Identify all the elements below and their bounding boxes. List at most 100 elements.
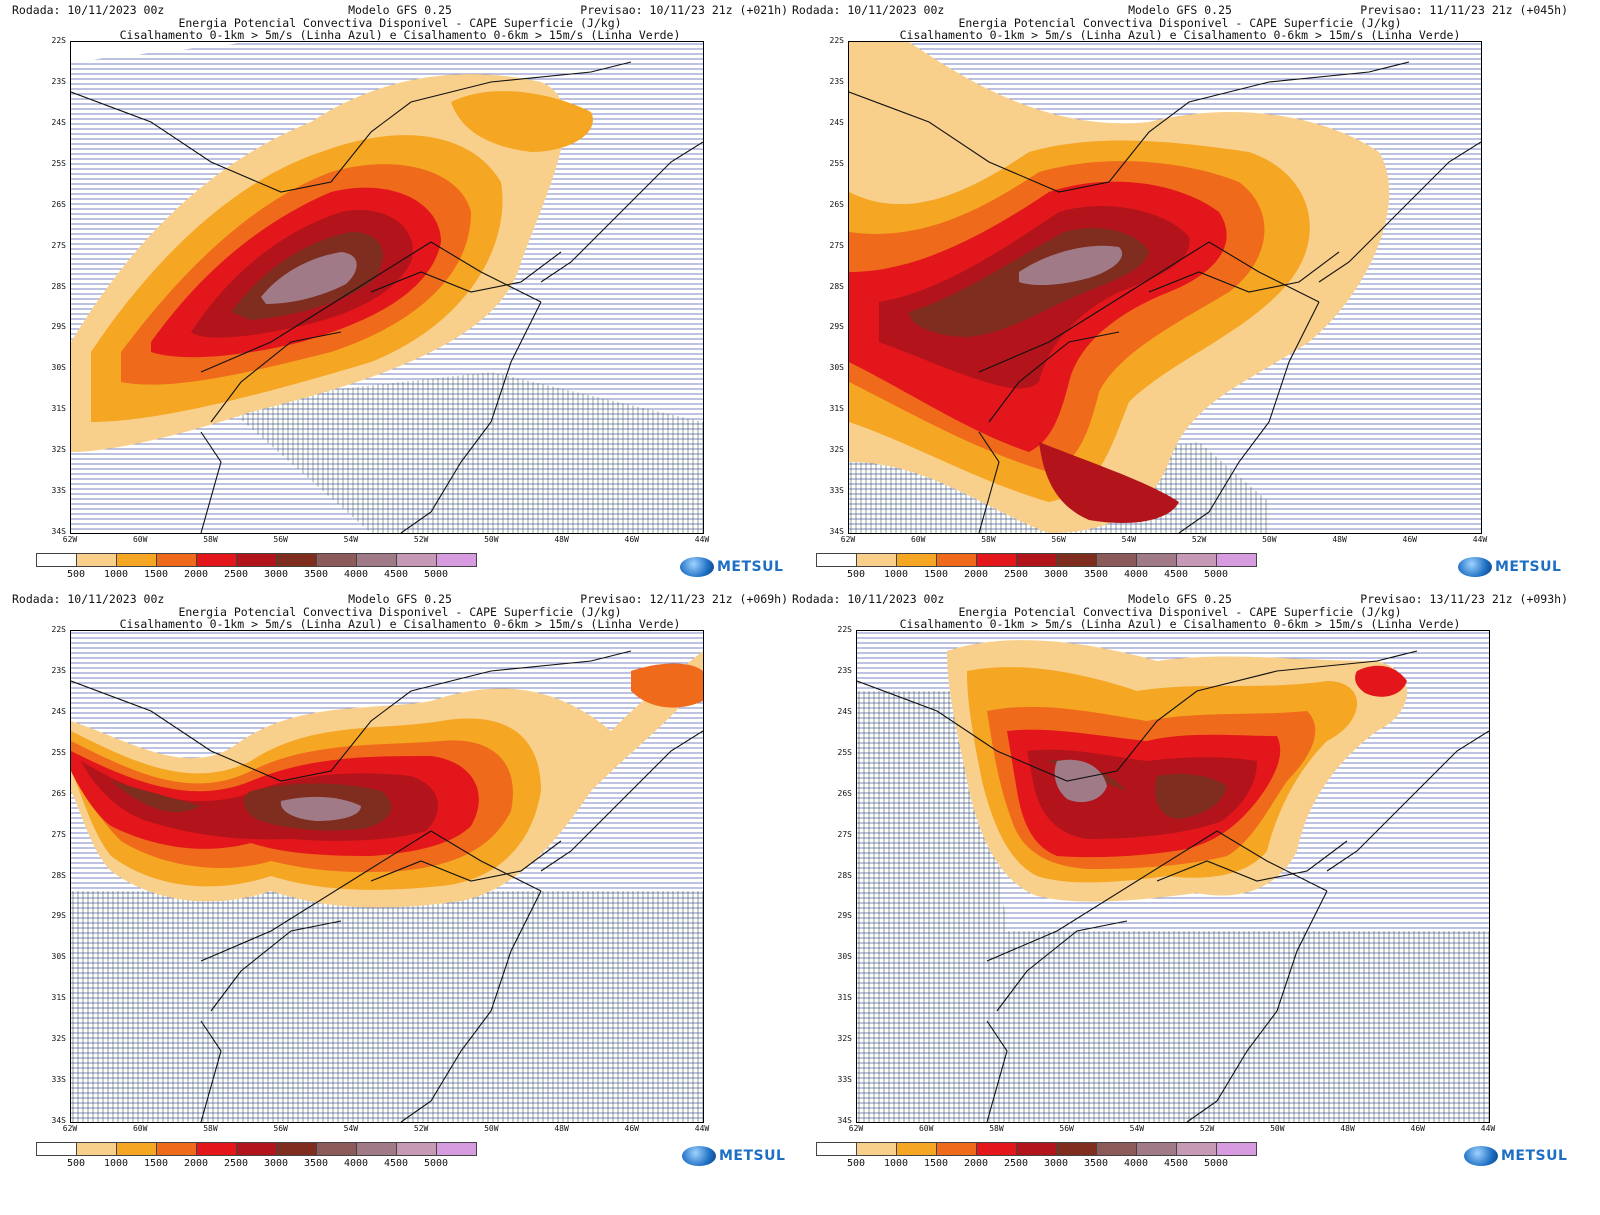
colorbar-tick-label: 1500 [143,569,169,580]
lat-label: 34S [51,527,66,536]
lon-label: 50W [1270,1124,1285,1133]
colorbar-tick-label: 1000 [103,569,129,580]
colorbar-swatch [936,553,977,567]
map-panel-1: Rodada: 10/11/2023 00z Previsao: 10/11/2… [0,0,800,607]
title-block: Modelo GFS 0.25 Energia Potencial Convec… [780,593,1580,631]
title-block: Modelo GFS 0.25 Energia Potencial Convec… [780,4,1580,42]
colorbar-tick-label: 4000 [1123,1158,1149,1169]
model-label: Modelo GFS 0.25 [1128,592,1232,606]
colorbar-tick-label: 5000 [423,1158,449,1169]
lat-label: 29S [829,322,844,332]
colorbar-tick-label: 3000 [263,569,289,580]
colorbar-swatch [116,553,157,567]
colorbar-swatch [856,1142,897,1156]
lon-label: 52W [1199,1124,1215,1133]
colorbar-tick-label: 500 [846,1158,866,1169]
colorbar-tick-label: 5000 [1203,569,1229,580]
colorbar-swatch [396,1142,437,1156]
colorbar-tick-label: 3500 [1083,1158,1109,1169]
cape-map [71,42,703,533]
lat-label: 25S [51,747,66,757]
forecast-label: Previsao: 11/11/23 21z (+045h) [1360,3,1568,17]
panel-header: Rodada: 10/11/2023 00z Previsao: 13/11/2… [780,589,1580,637]
colorbar-swatch [1136,1142,1177,1156]
colorbar-tick-label: 4000 [1123,569,1149,580]
forecast-label: Previsao: 13/11/23 21z (+093h) [1360,592,1568,606]
colorbar-tick-label: 2500 [223,569,249,580]
lat-label: 27S [51,829,66,839]
colorbar-swatch [1096,553,1137,567]
colorbar-swatch [976,553,1017,567]
map-panel-3: Rodada: 10/11/2023 00z Previsao: 12/11/2… [0,589,800,1196]
colorbar-swatch [816,1142,857,1156]
colorbar-tick-label: 3500 [303,1158,329,1169]
colorbar-swatch [1016,553,1057,567]
run-label: Rodada: 10/11/2023 00z [792,3,945,17]
lat-label: 33S [51,486,66,496]
lat-label: 31S [51,404,66,414]
lat-label: 24S [51,117,66,127]
logo-text: METSUL [1495,559,1562,575]
lat-label: 30S [837,952,852,962]
lat-label: 34S [51,1116,66,1125]
colorbar-tick-label: 5000 [1203,1158,1229,1169]
logo-text: METSUL [1501,1148,1568,1164]
lat-label: 32S [829,445,844,455]
colorbar-swatch [1056,1142,1097,1156]
colorbar-swatch [276,553,317,567]
lon-label: 46W [624,535,639,544]
colorbar-tick-label: 500 [66,1158,86,1169]
lat-label: 27S [51,240,66,250]
globe-icon [1464,1146,1498,1166]
logo-text: METSUL [717,559,784,575]
colorbar-swatch [36,553,77,567]
lon-label: 50W [484,535,499,544]
colorbar-swatch [1216,553,1257,567]
lat-label: 26S [51,199,66,209]
title-line-1: Energia Potencial Convectiva Disponivel … [958,604,1402,619]
colorbar-tick-label: 3500 [303,569,329,580]
colorbar-tick-label: 2500 [223,1158,249,1169]
colorbar-swatch [316,1142,357,1156]
colorbar-swatch [896,553,937,567]
forecast-label: Previsao: 10/11/23 21z (+021h) [580,3,788,17]
lon-label: 48W [554,1124,569,1133]
colorbar-swatch [196,1142,237,1156]
lon-label: 46W [1402,535,1417,544]
colorbar [816,553,1257,567]
lat-label: 24S [837,706,852,716]
colorbar-swatch [856,553,897,567]
colorbar-swatch [196,553,237,567]
globe-icon [680,557,714,577]
lat-label: 25S [51,158,66,168]
lat-label: 33S [51,1075,66,1085]
map-area [856,630,1490,1123]
lon-label: 58W [981,535,996,544]
lat-label: 34S [837,1116,852,1125]
lon-label: 54W [1129,1124,1145,1133]
colorbar-swatch [236,1142,277,1156]
lat-label: 22S [51,36,66,45]
lon-label: 46W [1410,1124,1425,1133]
colorbar-swatch [436,553,477,567]
colorbar-swatch [396,553,437,567]
colorbar-tick-label: 1000 [103,1158,129,1169]
lon-label: 62W [848,1124,864,1133]
title-line-1: Energia Potencial Convectiva Disponivel … [958,15,1402,30]
boundaries [71,650,703,1122]
colorbar-tick-label: 4500 [383,1158,409,1169]
lon-label: 58W [989,1124,1004,1133]
lon-label: 58W [203,535,218,544]
lat-label: 32S [51,1034,66,1044]
lat-label: 30S [829,363,844,373]
lat-label: 33S [829,486,844,496]
lat-label: 22S [837,625,852,634]
colorbar-tick-label: 4500 [1163,569,1189,580]
lat-label: 28S [51,870,66,880]
cape-field [947,640,1407,902]
metsul-logo: METSUL [1458,557,1561,577]
lat-label: 29S [51,322,66,332]
panel-header: Rodada: 10/11/2023 00z Previsao: 11/11/2… [780,0,1580,48]
colorbar-swatch [1176,1142,1217,1156]
colorbar-swatch [436,1142,477,1156]
